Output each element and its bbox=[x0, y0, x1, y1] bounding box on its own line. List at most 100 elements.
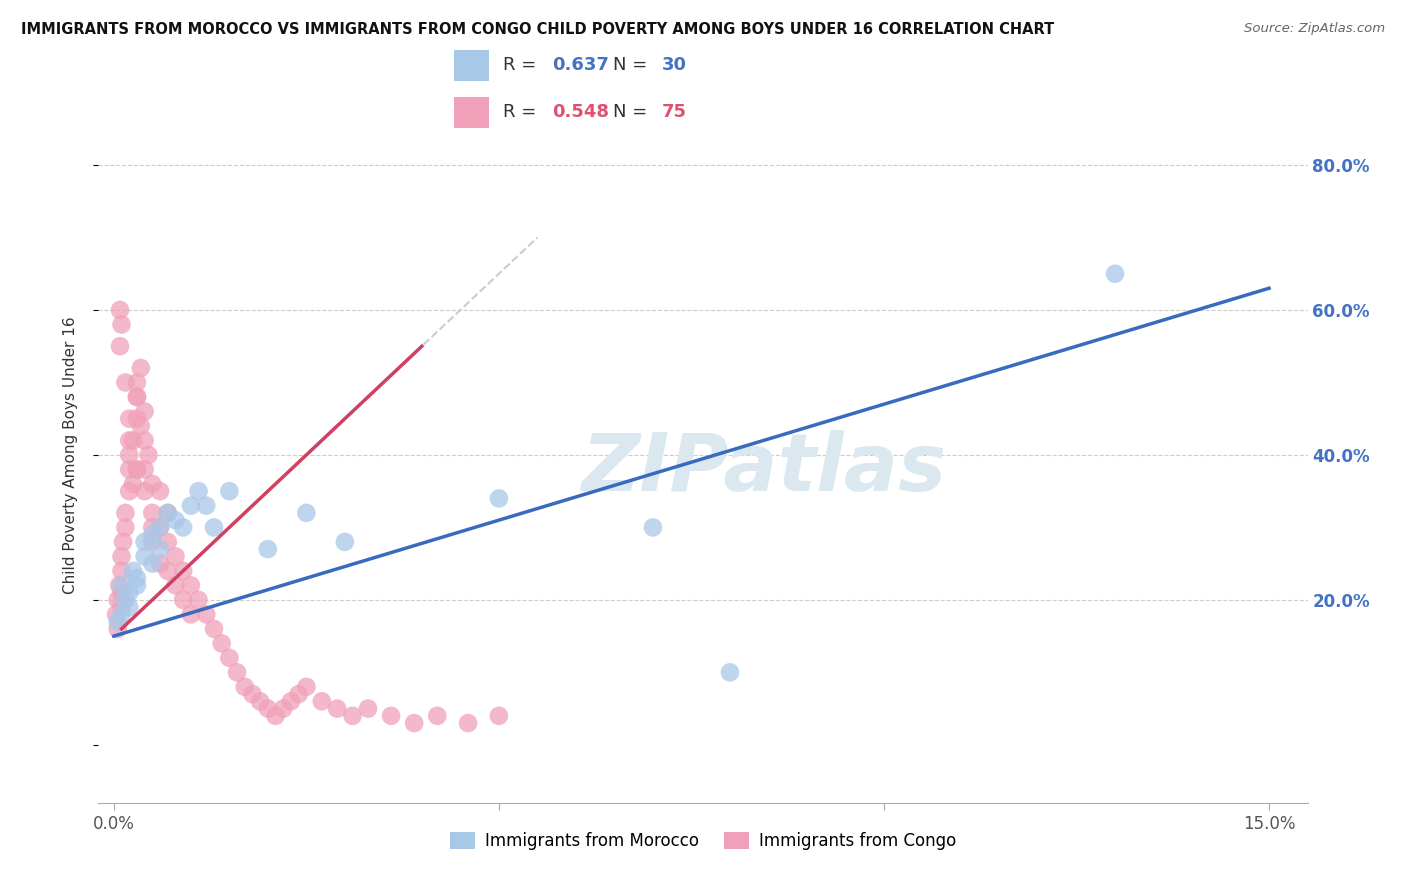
Text: 0.548: 0.548 bbox=[553, 103, 610, 121]
Point bbox=[165, 549, 187, 564]
Point bbox=[488, 708, 510, 723]
Point bbox=[125, 578, 148, 592]
Point bbox=[118, 411, 141, 425]
Point bbox=[134, 549, 156, 564]
Point bbox=[110, 549, 132, 564]
Point bbox=[187, 592, 209, 607]
Point bbox=[110, 600, 132, 615]
Point bbox=[118, 434, 141, 448]
Point bbox=[107, 592, 129, 607]
Point bbox=[110, 607, 132, 622]
Point bbox=[218, 484, 240, 499]
Point bbox=[156, 506, 179, 520]
Point bbox=[295, 506, 318, 520]
Point bbox=[125, 462, 148, 476]
Point bbox=[118, 484, 141, 499]
Point bbox=[149, 484, 172, 499]
Point bbox=[404, 716, 426, 731]
Point bbox=[141, 520, 163, 534]
Point bbox=[149, 557, 172, 571]
Point bbox=[249, 694, 271, 708]
Point bbox=[195, 499, 218, 513]
Point bbox=[457, 716, 479, 731]
Legend: Immigrants from Morocco, Immigrants from Congo: Immigrants from Morocco, Immigrants from… bbox=[443, 826, 963, 857]
Point bbox=[195, 607, 218, 622]
Y-axis label: Child Poverty Among Boys Under 16: Child Poverty Among Boys Under 16 bbox=[63, 316, 77, 594]
Point bbox=[202, 520, 225, 534]
Point bbox=[141, 534, 163, 549]
Point bbox=[156, 534, 179, 549]
Point bbox=[257, 701, 280, 715]
Point bbox=[342, 708, 364, 723]
Point bbox=[357, 701, 380, 715]
Text: R =: R = bbox=[503, 103, 543, 121]
Point bbox=[110, 585, 132, 599]
Point bbox=[141, 557, 163, 571]
Point bbox=[118, 600, 141, 615]
Point bbox=[122, 476, 145, 491]
Point bbox=[380, 708, 402, 723]
Point bbox=[134, 404, 156, 418]
Point bbox=[156, 506, 179, 520]
Point bbox=[156, 564, 179, 578]
Point bbox=[141, 476, 163, 491]
Point bbox=[295, 680, 318, 694]
Point bbox=[718, 665, 741, 680]
Point bbox=[218, 651, 240, 665]
Point bbox=[311, 694, 333, 708]
Point bbox=[149, 520, 172, 534]
Point bbox=[172, 564, 194, 578]
Point bbox=[1104, 267, 1126, 281]
Point bbox=[641, 520, 664, 534]
Text: 75: 75 bbox=[662, 103, 688, 121]
Point bbox=[122, 564, 145, 578]
Point bbox=[118, 448, 141, 462]
Point bbox=[333, 534, 356, 549]
Point bbox=[180, 607, 202, 622]
Point bbox=[129, 418, 152, 433]
Point bbox=[187, 484, 209, 499]
Text: 30: 30 bbox=[662, 56, 688, 74]
Point bbox=[125, 376, 148, 390]
Point bbox=[180, 499, 202, 513]
Point bbox=[257, 542, 280, 557]
Point bbox=[149, 520, 172, 534]
Text: N =: N = bbox=[613, 103, 652, 121]
Point bbox=[165, 513, 187, 527]
Point bbox=[118, 462, 141, 476]
Point bbox=[134, 484, 156, 499]
FancyBboxPatch shape bbox=[454, 50, 489, 81]
Point bbox=[202, 622, 225, 636]
Point bbox=[118, 585, 141, 599]
Point bbox=[149, 542, 172, 557]
Point bbox=[264, 708, 287, 723]
Point bbox=[233, 680, 256, 694]
Point bbox=[125, 571, 148, 585]
Point bbox=[242, 687, 264, 701]
Point bbox=[108, 302, 131, 317]
Point bbox=[110, 318, 132, 332]
Text: R =: R = bbox=[503, 56, 543, 74]
Point bbox=[108, 578, 131, 592]
Point bbox=[110, 578, 132, 592]
Text: N =: N = bbox=[613, 56, 652, 74]
Point bbox=[280, 694, 302, 708]
Point bbox=[110, 564, 132, 578]
Point bbox=[114, 506, 136, 520]
Point bbox=[326, 701, 349, 715]
FancyBboxPatch shape bbox=[454, 97, 489, 128]
Point bbox=[426, 708, 449, 723]
Point bbox=[141, 527, 163, 541]
Point bbox=[271, 701, 294, 715]
Point bbox=[211, 636, 233, 650]
Point bbox=[134, 534, 156, 549]
Point bbox=[114, 520, 136, 534]
Point bbox=[107, 622, 129, 636]
Point bbox=[138, 448, 160, 462]
Point bbox=[122, 434, 145, 448]
Point bbox=[134, 434, 156, 448]
Point bbox=[125, 411, 148, 425]
Point bbox=[141, 506, 163, 520]
Point bbox=[125, 390, 148, 404]
Point bbox=[180, 578, 202, 592]
